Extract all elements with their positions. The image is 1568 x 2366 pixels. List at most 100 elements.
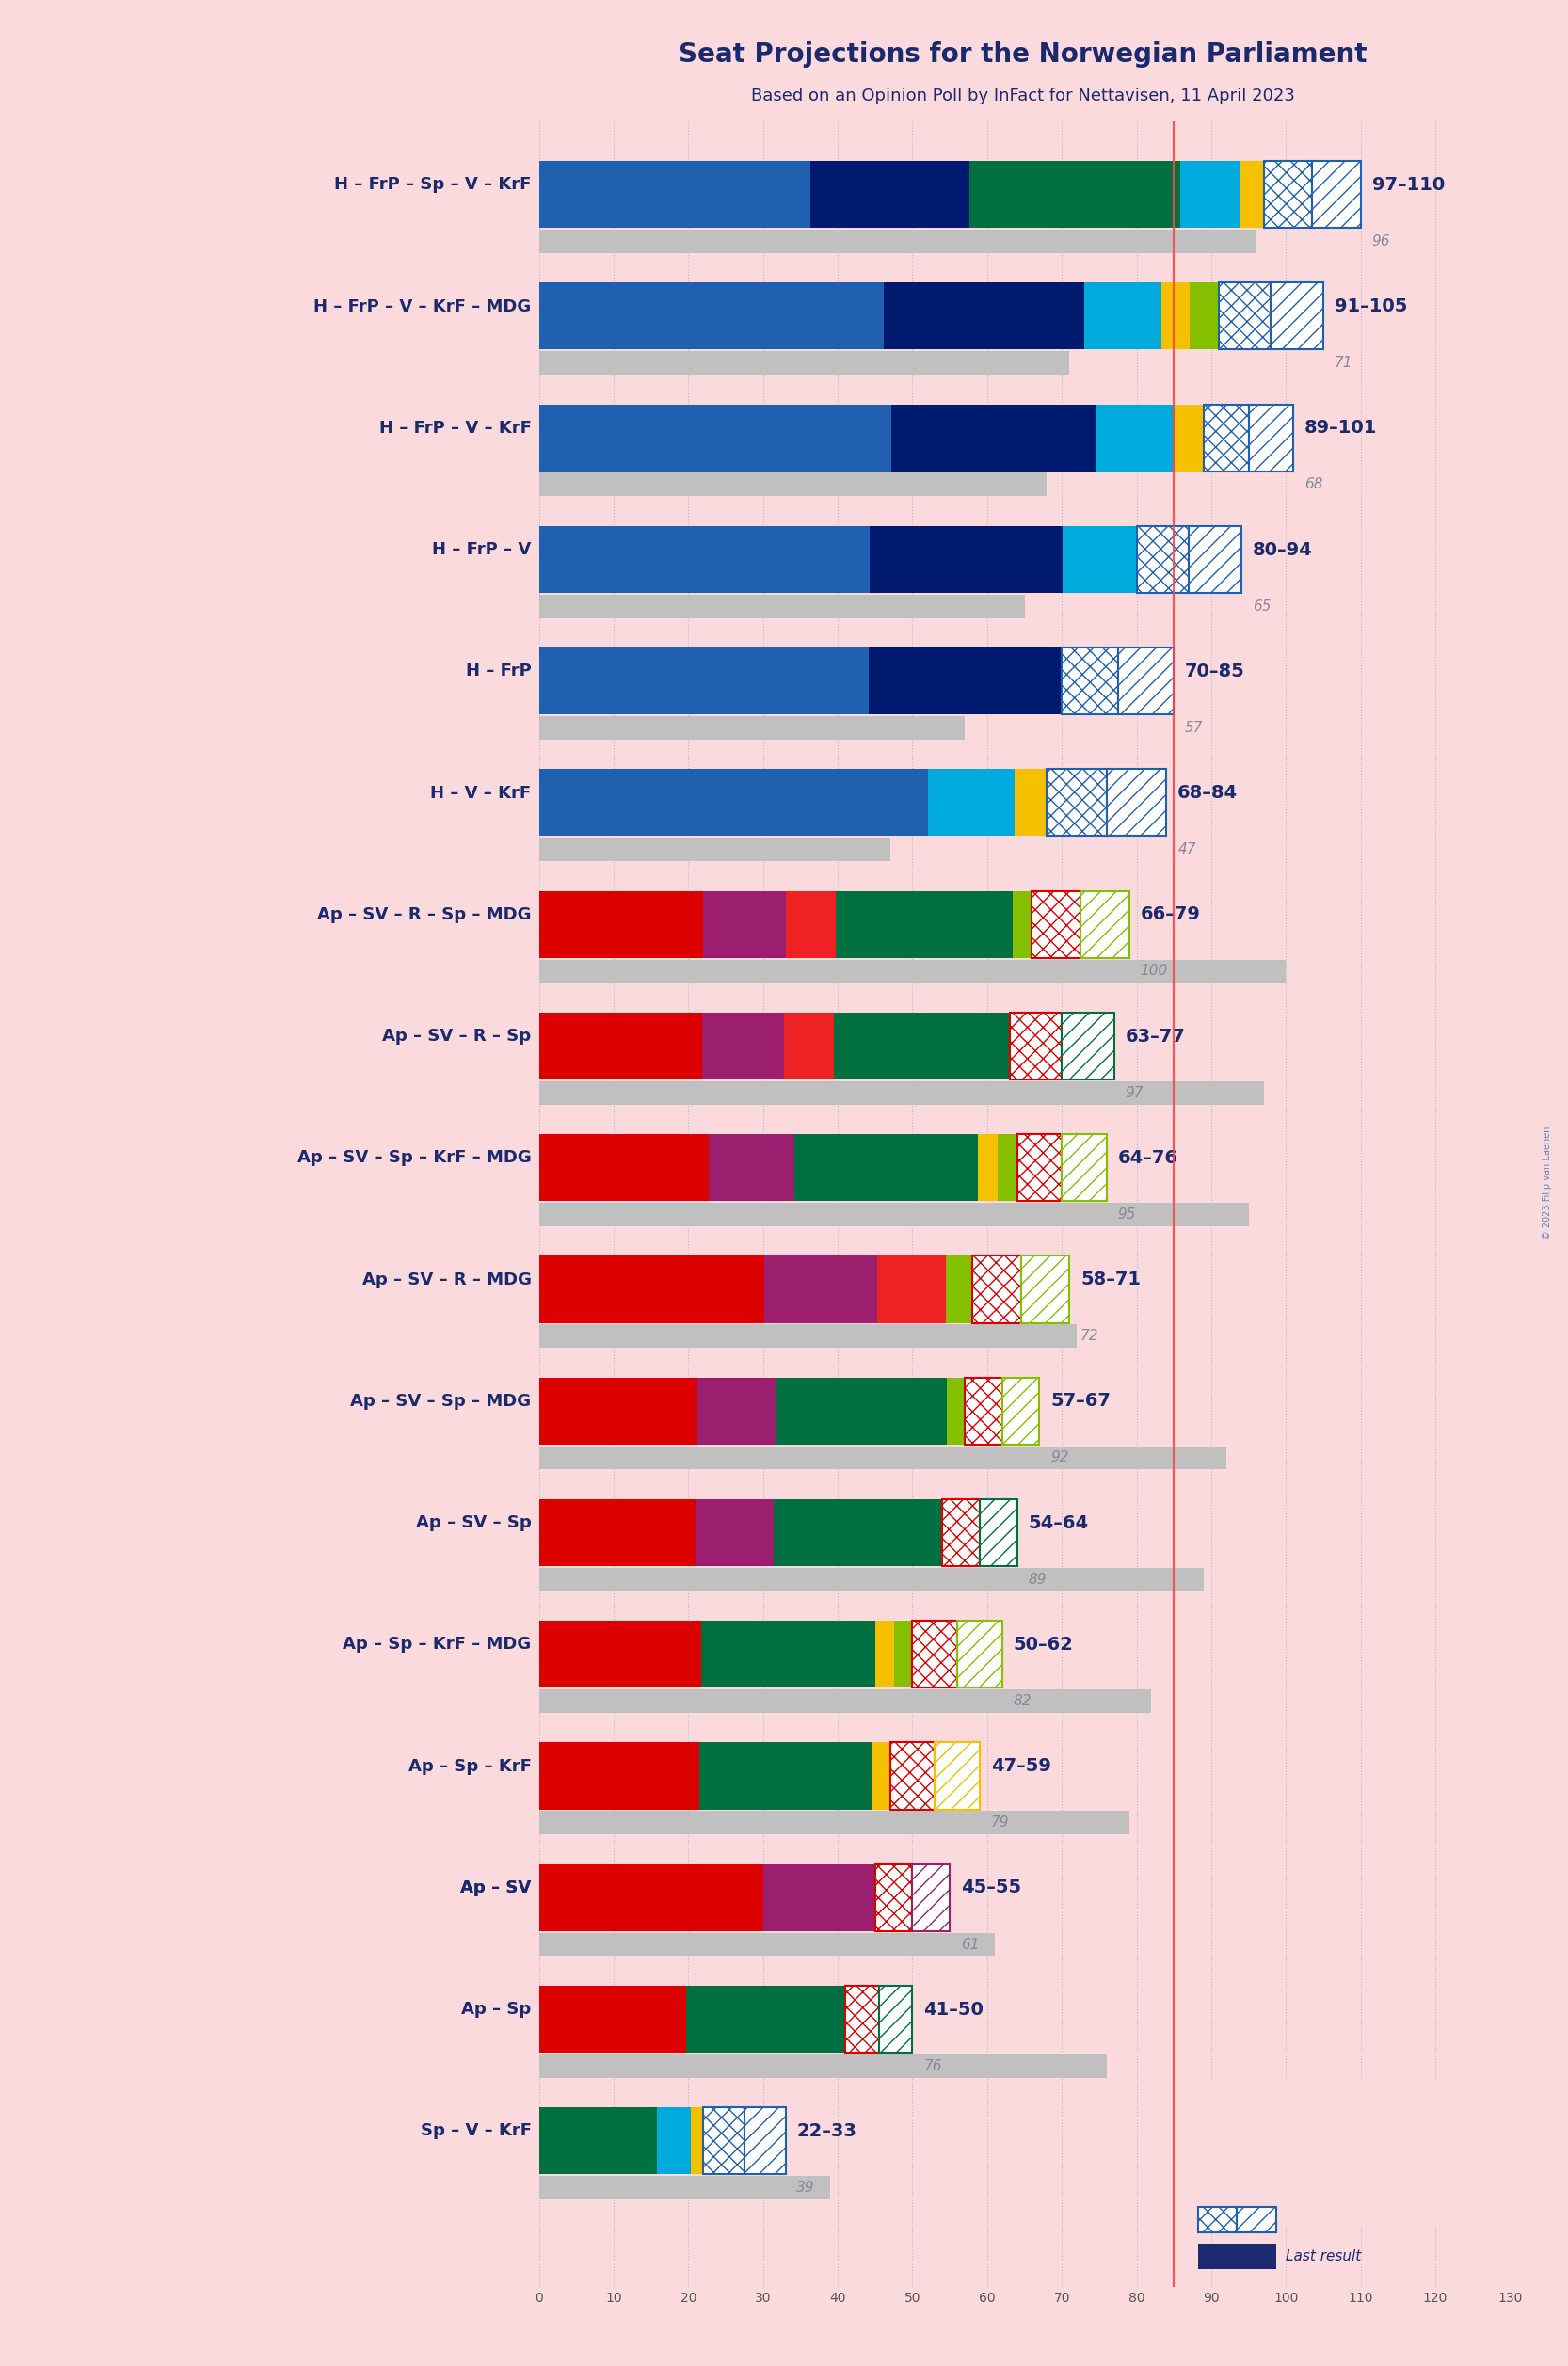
Text: 80–94: 80–94 [1253,542,1312,558]
Bar [1032,892,1080,958]
Bar [764,1256,877,1323]
Bar [709,1133,795,1202]
Bar [1018,1133,1062,1202]
Text: 76: 76 [924,2058,942,2073]
Bar [956,1621,1002,1687]
Text: Ap – SV – Sp – KrF – MDG: Ap – SV – Sp – KrF – MDG [298,1150,532,1166]
Bar [1240,161,1264,227]
Bar [539,961,1286,982]
Bar [1014,769,1047,835]
Bar [784,1013,834,1079]
Bar [1062,648,1118,715]
Text: 95% confidence interval
with median: 95% confidence interval with median [1258,2108,1432,2139]
Bar [539,594,1024,618]
Bar [942,1500,980,1566]
Bar [539,1810,1129,1834]
Bar [539,1081,1264,1105]
Text: H – FrP – Sp – V – KrF: H – FrP – Sp – V – KrF [334,177,532,194]
Text: H – FrP: H – FrP [466,662,532,679]
Bar [539,525,870,594]
Bar [539,282,884,350]
Bar [539,1133,709,1202]
Bar [834,1013,1010,1079]
Bar [972,1256,1021,1323]
Bar [1096,405,1174,471]
Text: 57: 57 [1185,722,1204,736]
Bar [872,1741,891,1810]
Text: Based on an Opinion Poll by InFact for Nettavisen, 11 April 2023: Based on an Opinion Poll by InFact for N… [751,88,1295,104]
Text: Ap – SV – R – Sp – MDG: Ap – SV – R – Sp – MDG [317,906,532,923]
Bar [539,473,1047,497]
Bar [1107,769,1167,835]
Bar [845,1985,878,2054]
Bar [1118,648,1174,715]
Text: 72: 72 [1080,1330,1099,1344]
Bar [884,282,1085,350]
Bar [1013,892,1032,958]
Bar [869,648,1062,715]
Bar [997,1133,1018,1202]
Bar [795,1133,978,1202]
Text: 92: 92 [1051,1450,1069,1465]
Text: 54–64: 54–64 [1029,1514,1088,1531]
Text: 89: 89 [1029,1573,1046,1588]
Bar [969,161,1181,227]
Bar [1085,282,1162,350]
Text: Ap – SV: Ap – SV [461,1879,532,1895]
Bar [539,161,811,227]
Text: 97–110: 97–110 [1372,175,1444,194]
Bar [539,648,869,715]
Bar [539,1933,994,1957]
Text: Ap – Sp – KrF – MDG: Ap – Sp – KrF – MDG [343,1635,532,1654]
Text: 68: 68 [1305,478,1323,492]
Bar [702,892,786,958]
Bar [1080,892,1129,958]
Text: Ap – SV – R – MDG: Ap – SV – R – MDG [362,1271,532,1287]
Bar [1248,405,1294,471]
Bar [539,1256,764,1323]
Text: 65: 65 [1253,599,1270,613]
Bar [702,1013,784,1079]
Text: 64–76: 64–76 [1118,1150,1178,1166]
Bar [1062,1013,1115,1079]
Bar [539,1864,764,1931]
Bar [891,1741,935,1810]
Text: Seat Projections for the Norwegian Parliament: Seat Projections for the Norwegian Parli… [679,40,1367,66]
Bar [696,1500,773,1566]
Bar [875,1621,894,1687]
Text: 71: 71 [1334,355,1353,369]
Bar [773,1500,942,1566]
Text: 66–79: 66–79 [1140,906,1201,923]
Bar [745,2108,786,2174]
Bar [539,1500,696,1566]
Bar [1218,282,1272,350]
Text: 50–62: 50–62 [1013,1635,1074,1654]
Text: Ap – Sp – KrF: Ap – Sp – KrF [408,1758,532,1774]
Bar [1010,1013,1062,1079]
Bar [1272,282,1323,350]
Bar [539,1325,1077,1349]
Text: 47: 47 [1178,842,1196,856]
Bar [878,1985,913,2054]
Text: 45–55: 45–55 [961,1879,1021,1898]
Bar [690,2108,702,2174]
Bar [964,1377,1002,1443]
Bar [539,769,928,835]
Bar [539,1621,701,1687]
FancyBboxPatch shape [1184,2080,1496,2226]
Text: Last result: Last result [1286,2250,1361,2264]
Bar [947,1377,964,1443]
Bar [539,838,891,861]
Bar [539,1689,1151,1713]
Bar [1002,1377,1040,1443]
Text: 96: 96 [1372,234,1391,248]
Bar [776,1377,947,1443]
Text: 47–59: 47–59 [991,1758,1051,1774]
Bar [1062,1133,1107,1202]
Bar [698,1377,776,1443]
Text: Ap – Sp: Ap – Sp [461,2002,532,2018]
Bar [1189,525,1242,594]
Text: 22–33: 22–33 [797,2122,856,2139]
Text: 39: 39 [797,2181,815,2196]
Bar [1204,405,1248,471]
